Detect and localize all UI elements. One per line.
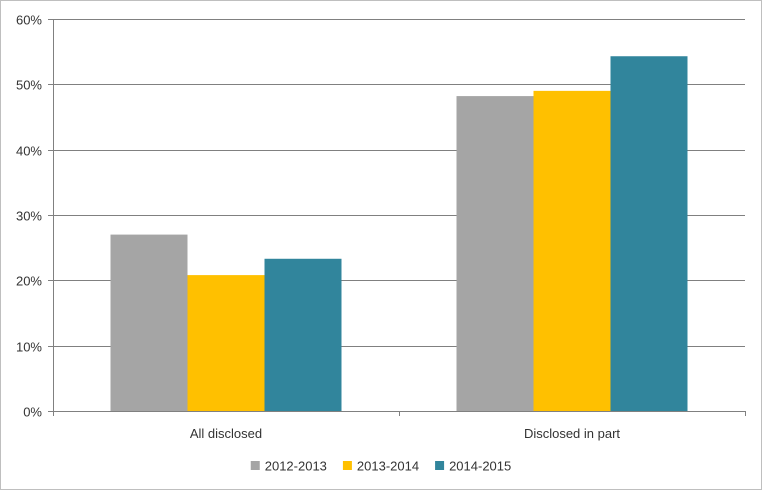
bar	[456, 96, 534, 412]
y-tick-label: 10%	[16, 340, 42, 355]
bars	[110, 56, 688, 412]
category-label: Disclosed in part	[524, 426, 620, 441]
bar	[110, 234, 188, 411]
legend-label: 2014-2015	[449, 459, 511, 474]
legend-item: 2013-2014	[342, 459, 419, 474]
legend-swatch	[435, 461, 445, 470]
legend-item: 2014-2015	[435, 459, 511, 474]
category-label: All disclosed	[190, 426, 262, 441]
legend-swatch	[250, 461, 260, 470]
category-labels: All disclosed Disclosed in part	[190, 426, 621, 441]
y-tick-labels: 0% 10% 20% 30% 40% 50% 60%	[16, 13, 42, 420]
legend: 2012-2013 2013-2014 2014-2015	[250, 459, 511, 474]
legend-label: 2013-2014	[357, 459, 419, 474]
y-tick-label: 20%	[16, 274, 42, 289]
y-tick-label: 60%	[16, 13, 42, 28]
bar	[187, 275, 265, 411]
y-tick-label: 30%	[16, 209, 42, 224]
axes	[48, 19, 746, 416]
legend-swatch	[342, 461, 352, 470]
y-tick-label: 0%	[23, 405, 42, 420]
legend-label: 2012-2013	[265, 459, 327, 474]
y-tick-label: 40%	[16, 144, 42, 159]
y-tick-label: 50%	[16, 78, 42, 93]
bar	[533, 90, 611, 411]
legend-item: 2012-2013	[250, 459, 327, 474]
bar	[264, 258, 342, 411]
bar	[610, 56, 688, 412]
